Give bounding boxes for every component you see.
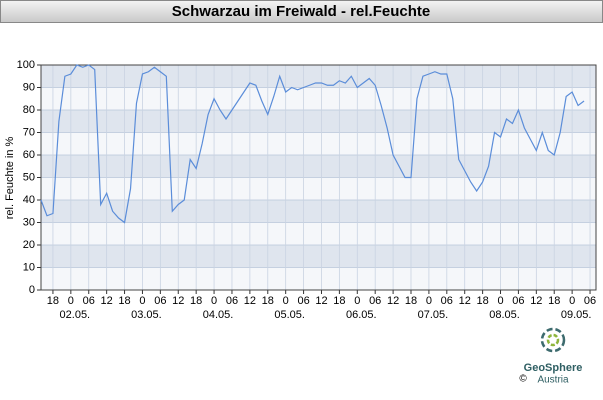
x-tick-label: 18 [190,295,202,307]
x-tick-label: 0 [354,295,360,307]
x-tick-label: 0 [283,295,289,307]
y-tick-label: 90 [23,81,35,93]
x-tick-label: 18 [333,295,345,307]
date-label: 03.05. [131,309,162,321]
x-tick-label: 18 [47,295,59,307]
x-tick-label: 0 [569,295,575,307]
y-tick-label: 100 [17,59,35,71]
date-label: 06.05. [346,309,377,321]
x-tick-label: 06 [226,295,238,307]
date-label: 02.05. [60,309,91,321]
date-label: 07.05. [418,309,449,321]
x-tick-label: 06 [297,295,309,307]
grid-band [41,155,596,178]
y-tick-label: 60 [23,149,35,161]
grid-band [41,245,596,268]
x-tick-label: 06 [584,295,596,307]
y-tick-label: 0 [29,284,35,296]
plot-frame [40,64,597,291]
x-tick-label: 06 [512,295,524,307]
x-tick-label: 12 [172,295,184,307]
y-tick-label: 40 [23,194,35,206]
date-label: 09.05. [561,309,592,321]
x-tick-label: 0 [68,295,74,307]
y-tick-label: 30 [23,216,35,228]
brand: GeoSphere [524,362,583,374]
y-tick-label: 20 [23,239,35,251]
x-tick-label: 06 [154,295,166,307]
x-tick-label: 12 [101,295,113,307]
x-tick-label: 12 [387,295,399,307]
logo [540,327,566,353]
y-tick-label: 50 [23,171,35,183]
x-tick-label: 0 [426,295,432,307]
date-label: 05.05. [274,309,305,321]
x-tick-label: 06 [83,295,95,307]
date-label: 04.05. [203,309,234,321]
brand-sub: Austria [537,375,569,386]
x-tick-label: 18 [118,295,130,307]
copyright: © [519,374,527,385]
y-tick-label: 80 [23,104,35,116]
grid-band [41,65,596,88]
y-tick-label: 70 [23,126,35,138]
x-tick-label: 18 [405,295,417,307]
x-tick-label: 0 [211,295,217,307]
x-tick-label: 0 [497,295,503,307]
grid-band [41,200,596,223]
y-axis-label: rel. Feuchte in % [4,137,16,220]
x-tick-label: 12 [244,295,256,307]
y-tick-label: 10 [23,261,35,273]
chart-title: Schwarzau im Freiwald - rel.Feuchte [172,3,430,20]
grid-band [41,110,596,133]
x-tick-label: 12 [315,295,327,307]
humidity-line [40,64,585,224]
x-tick-label: 12 [459,295,471,307]
x-tick-label: 06 [441,295,453,307]
x-tick-label: 06 [369,295,381,307]
x-tick-label: 18 [476,295,488,307]
date-label: 08.05. [489,309,520,321]
x-tick-label: 18 [262,295,274,307]
x-tick-label: 0 [139,295,145,307]
x-tick-label: 18 [548,295,560,307]
x-tick-label: 12 [530,295,542,307]
